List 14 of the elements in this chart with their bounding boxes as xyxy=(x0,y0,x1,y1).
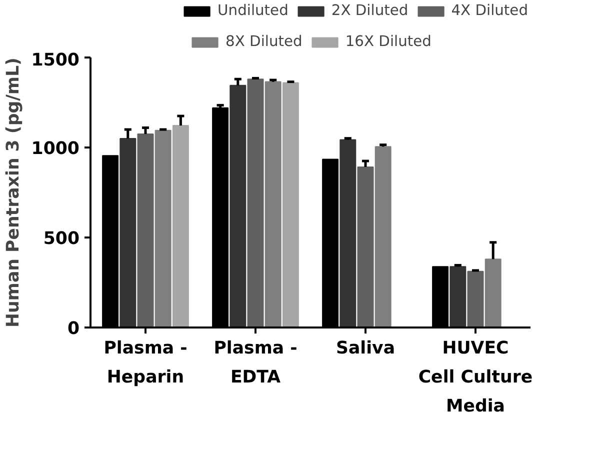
legend-label: 2X Diluted xyxy=(331,2,408,19)
x-tick-label: Saliva xyxy=(336,338,396,358)
legend-label: 4X Diluted xyxy=(451,2,528,19)
y-tick-label: 1500 xyxy=(31,50,80,70)
category-label: Plasma - Heparin xyxy=(104,338,188,388)
category-label: Plasma - EDTA xyxy=(214,338,298,388)
y-tick-label: 0 xyxy=(67,319,80,339)
legend-label: Undiluted xyxy=(218,2,288,19)
y-tick-label: 500 xyxy=(43,229,80,249)
y-tick-label: 1000 xyxy=(31,139,80,159)
legend-label: 8X Diluted xyxy=(226,33,302,50)
category-label: HUVEC Cell Culture Media xyxy=(418,338,533,416)
y-axis-title: Human Pentraxin 3 (pg/mL) xyxy=(3,58,24,328)
legend-label: 16X Diluted xyxy=(345,33,432,50)
